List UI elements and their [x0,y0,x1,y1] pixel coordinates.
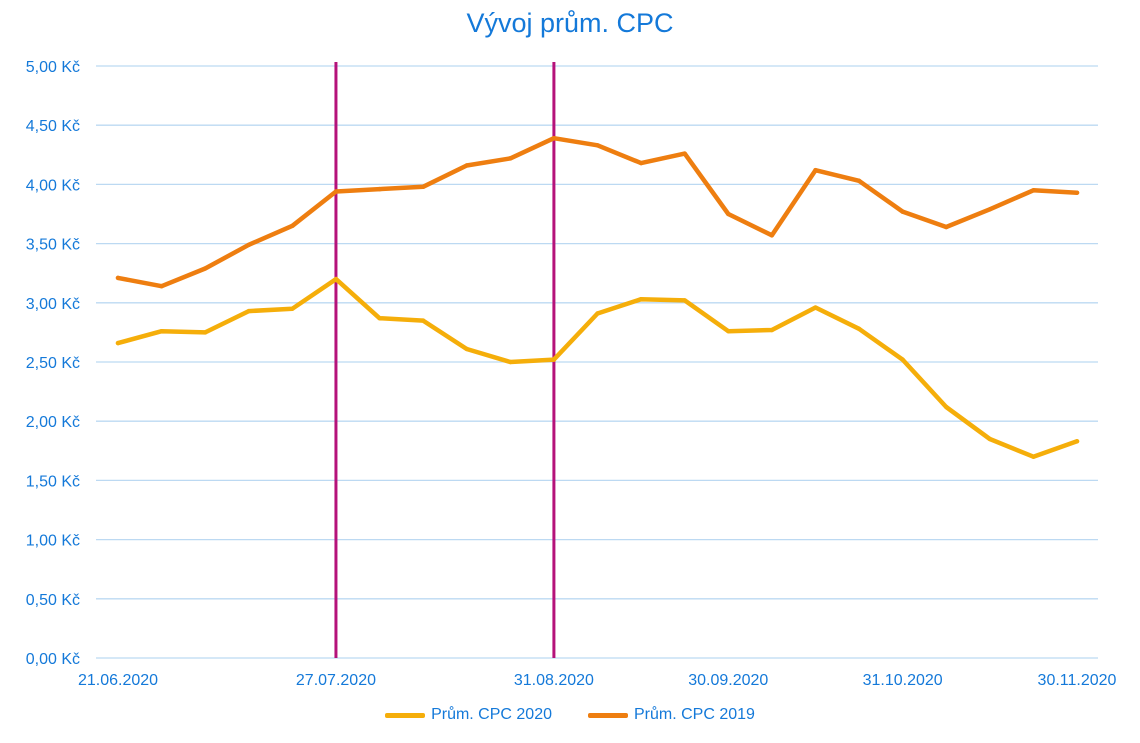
data-point [551,136,557,141]
legend-item-2020: Prům. CPC 2020 [385,706,552,724]
data-point [1031,454,1036,459]
data-point [595,311,600,316]
data-point [420,184,426,189]
series-line-0 [115,276,1080,459]
data-point [377,315,382,321]
y-tick-label: 0,50 Kč [26,592,80,609]
data-point [508,156,513,161]
y-tick-label: 1,50 Kč [26,473,80,490]
data-point [464,346,469,352]
data-point [595,143,600,148]
y-tick-label: 2,00 Kč [26,414,80,431]
y-tick-label: 3,00 Kč [26,296,80,313]
data-point [551,357,557,362]
data-point [987,436,993,442]
legend: Prům. CPC 2020 Prům. CPC 2019 [0,706,1140,724]
data-point [813,167,818,173]
series-lines [115,135,1080,459]
data-point [944,224,949,230]
data-point [726,211,731,217]
gridlines [96,65,1098,659]
data-point [202,330,208,335]
data-point [115,340,121,346]
x-tick-label: 27.07.2020 [296,672,376,689]
y-tick-label: 1,00 Kč [26,533,80,550]
data-point [682,298,687,303]
series-line-1 [115,135,1080,289]
data-point [377,186,382,192]
x-axis-ticks: 21.06.2020 27.07.2020 31.08.2020 30.09.2020… [78,672,1117,689]
data-point [726,329,731,334]
data-point [1031,188,1036,193]
x-tick-label: 30.09.2020 [688,672,768,689]
data-point [1074,439,1080,444]
data-point [856,178,862,184]
x-tick-label: 31.10.2020 [863,672,943,689]
y-axis-ticks: 0,00 Kč 0,50 Kč 1,00 Kč 1,50 Kč 2,00 Kč 2,50 … [26,59,80,668]
data-point [682,151,687,156]
y-tick-label: 4,50 Kč [26,118,80,135]
data-point [159,284,164,289]
data-point [115,275,121,281]
x-tick-label: 31.08.2020 [514,672,594,689]
legend-swatch-2020 [385,712,426,718]
data-point [508,359,513,365]
legend-label-2020: Prům. CPC 2020 [431,706,552,723]
y-tick-label: 0,00 Kč [26,651,80,668]
legend-item-2019: Prům. CPC 2019 [588,706,755,724]
y-tick-label: 4,00 Kč [26,177,80,194]
data-point [159,329,164,334]
data-point [769,233,775,238]
x-tick-label: 30.11.2020 [1038,672,1117,689]
legend-label-2019: Prům. CPC 2019 [634,706,755,723]
y-tick-label: 2,50 Kč [26,355,80,372]
data-point [202,266,208,271]
data-point [813,305,818,310]
y-tick-label: 3,50 Kč [26,237,80,254]
data-point [246,242,251,247]
data-point [246,308,251,314]
data-point [333,276,339,282]
y-tick-label: 5,00 Kč [26,59,80,76]
data-point [900,209,905,214]
data-point [638,297,644,302]
data-point [290,306,295,311]
data-point [420,318,426,323]
data-point [333,189,339,194]
x-tick-label: 21.06.2020 [78,672,158,689]
data-point [464,163,469,168]
chart-title: Vývoj prům. CPC [466,8,674,38]
data-point [944,404,949,410]
data-point [290,223,295,229]
data-point [638,160,644,166]
data-point [900,357,905,362]
data-point [856,326,862,332]
legend-swatch-2019 [588,712,628,718]
data-point [769,327,775,333]
data-point [1074,190,1080,195]
data-point [987,207,993,212]
